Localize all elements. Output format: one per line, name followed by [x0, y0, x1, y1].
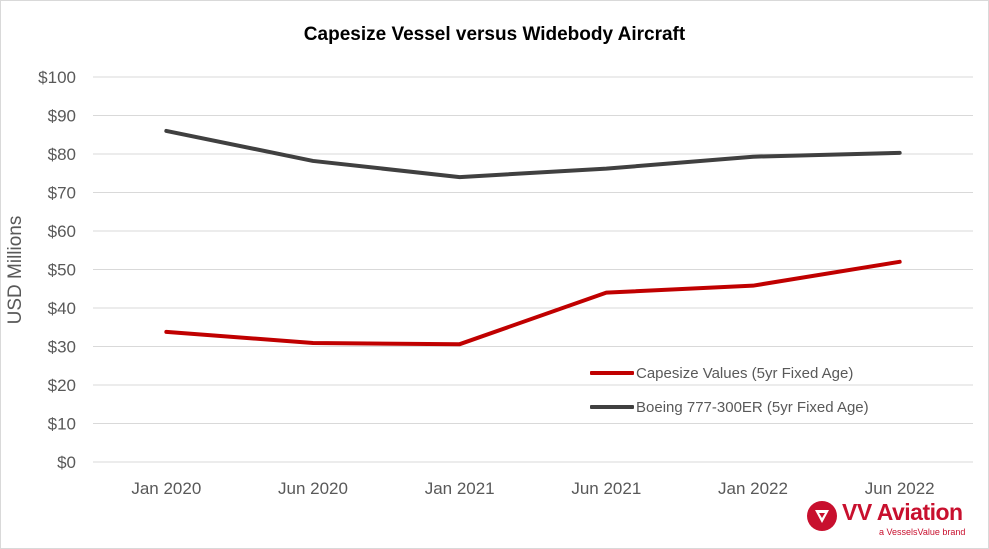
y-tick-label: $100	[38, 68, 76, 87]
y-tick-labels: $0 $10 $20 $30 $40 $50 $60 $70 $80 $90 $100	[38, 68, 76, 472]
legend: Capesize Values (5yr Fixed Age) Boeing 7…	[590, 356, 869, 424]
legend-swatch-boeing	[590, 405, 634, 409]
x-tick-label: Jan 2020	[131, 479, 201, 498]
y-tick-label: $30	[48, 338, 76, 357]
y-tick-label: $90	[48, 107, 76, 126]
x-tick-label: Jun 2021	[571, 479, 641, 498]
x-tick-label: Jun 2020	[278, 479, 348, 498]
y-tick-label: $80	[48, 145, 76, 164]
series-line-capesize	[164, 259, 902, 347]
x-tick-label: Jun 2022	[865, 479, 935, 498]
legend-item-boeing[interactable]: Boeing 777-300ER (5yr Fixed Age)	[590, 390, 869, 424]
y-tick-label: $70	[48, 184, 76, 203]
gridlines	[93, 76, 973, 463]
y-tick-label: $20	[48, 376, 76, 395]
legend-label-boeing: Boeing 777-300ER (5yr Fixed Age)	[636, 398, 869, 416]
x-tick-label: Jan 2022	[718, 479, 788, 498]
y-tick-label: $10	[48, 415, 76, 434]
y-tick-label: $40	[48, 299, 76, 318]
legend-item-capesize[interactable]: Capesize Values (5yr Fixed Age)	[590, 356, 869, 390]
legend-label-capesize: Capesize Values (5yr Fixed Age)	[636, 364, 854, 382]
triangle-logo-icon	[807, 501, 837, 531]
y-tick-label: $50	[48, 261, 76, 280]
x-tick-label: Jan 2021	[425, 479, 495, 498]
brand-name: VV Aviation	[842, 499, 963, 525]
legend-swatch-capesize	[590, 371, 634, 375]
y-tick-label: $0	[57, 453, 76, 472]
chart-title: Capesize Vessel versus Widebody Aircraft	[303, 24, 686, 45]
vv-aviation-brand: VV Aviation a VesselsValue brand	[807, 499, 977, 543]
brand-tagline: a VesselsValue brand	[879, 527, 966, 537]
y-tick-label: $60	[48, 222, 76, 241]
x-tick-labels: Jan 2020 Jun 2020 Jan 2021 Jun 2021 Jan 2022…	[131, 479, 934, 498]
series-line-boeing	[164, 128, 902, 180]
series-lines	[164, 128, 902, 347]
